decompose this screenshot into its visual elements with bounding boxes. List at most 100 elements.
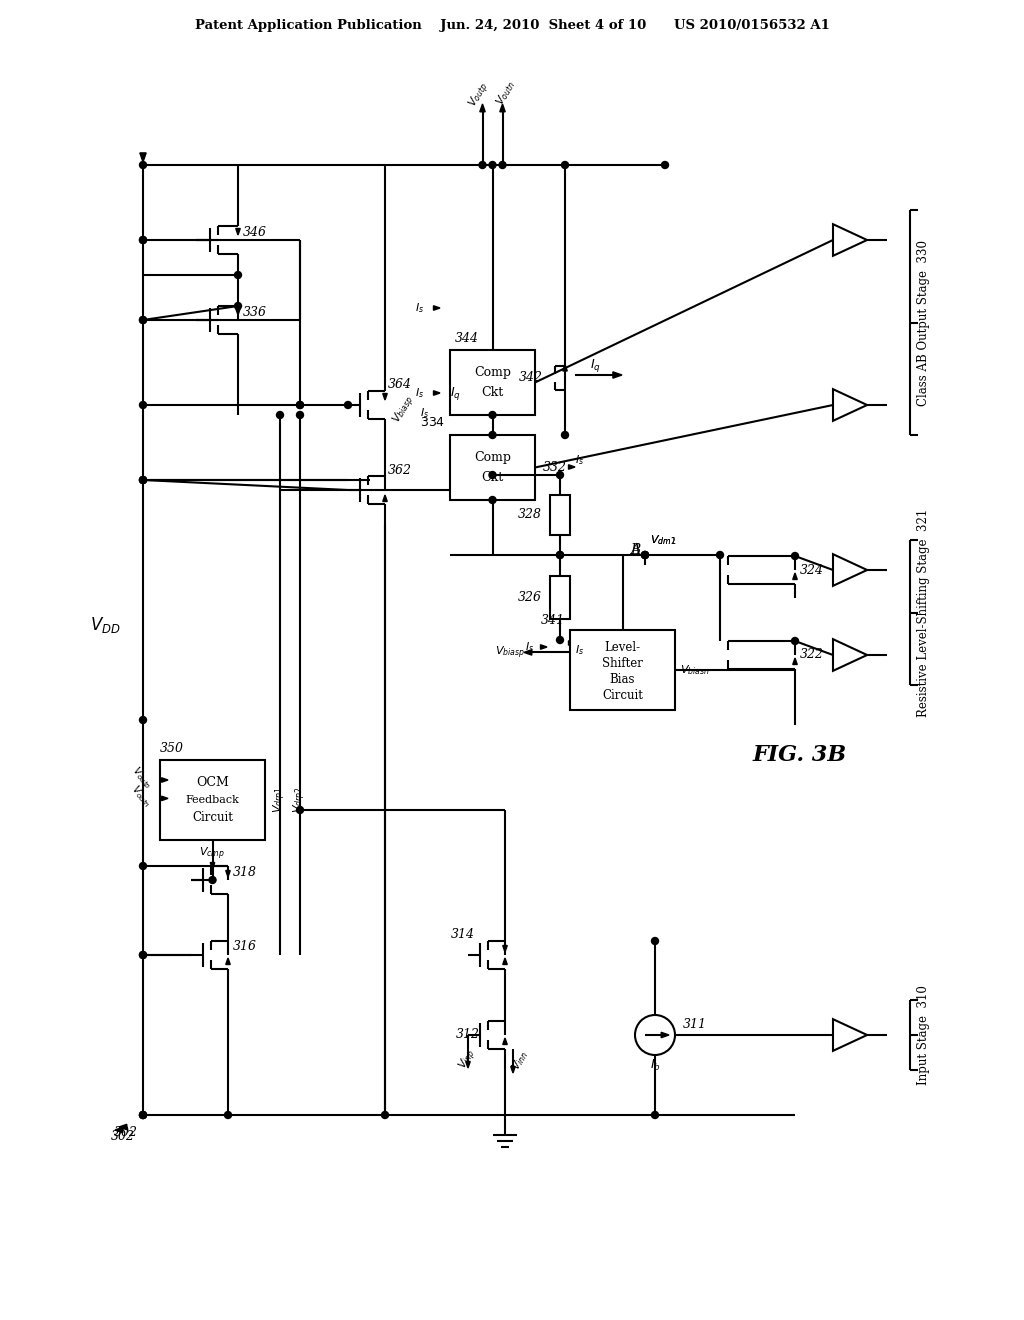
Text: $I_b$: $I_b$ — [649, 1057, 660, 1073]
Circle shape — [139, 161, 146, 169]
Polygon shape — [115, 1127, 123, 1133]
Text: 316: 316 — [233, 940, 257, 953]
Polygon shape — [503, 1038, 507, 1044]
Circle shape — [651, 1111, 658, 1118]
Polygon shape — [225, 958, 230, 965]
Text: 364: 364 — [388, 379, 412, 392]
Polygon shape — [568, 640, 575, 645]
Bar — [450, 436, 535, 500]
Polygon shape — [468, 391, 476, 396]
Text: OCM: OCM — [196, 776, 229, 789]
Text: Circuit: Circuit — [602, 689, 643, 702]
Polygon shape — [563, 364, 567, 371]
Circle shape — [139, 317, 146, 323]
Text: A: A — [630, 543, 640, 557]
Circle shape — [641, 552, 648, 558]
Text: $\!\mathit{334}$: $\!\mathit{334}$ — [421, 417, 445, 429]
Text: $I_s$: $I_s$ — [525, 640, 535, 653]
Circle shape — [139, 1111, 146, 1118]
Text: Comp: Comp — [474, 451, 511, 465]
Text: 311: 311 — [683, 1019, 707, 1031]
Circle shape — [489, 496, 496, 503]
Polygon shape — [236, 309, 241, 315]
Circle shape — [717, 552, 724, 558]
Circle shape — [651, 937, 658, 945]
Text: 350: 350 — [160, 742, 184, 755]
Polygon shape — [162, 777, 168, 783]
Polygon shape — [833, 1019, 867, 1051]
Text: 346: 346 — [243, 226, 267, 239]
Circle shape — [139, 236, 146, 243]
Polygon shape — [793, 573, 798, 579]
Text: Resistive Level-Shifting Stage  321: Resistive Level-Shifting Stage 321 — [918, 508, 931, 717]
Circle shape — [234, 272, 242, 279]
Polygon shape — [500, 104, 505, 112]
Circle shape — [139, 952, 146, 958]
Text: $V_{biasp}$: $V_{biasp}$ — [495, 644, 525, 660]
Text: Input Stage  310: Input Stage 310 — [918, 985, 931, 1085]
Text: Bias: Bias — [609, 673, 635, 686]
Text: Level-: Level- — [604, 642, 641, 655]
Circle shape — [139, 717, 146, 723]
Circle shape — [489, 412, 496, 418]
Text: $I_s$: $I_s$ — [575, 453, 585, 467]
Text: Patent Application Publication    Jun. 24, 2010  Sheet 4 of 10      US 2010/0156: Patent Application Publication Jun. 24, … — [195, 18, 829, 32]
Circle shape — [297, 807, 303, 813]
Circle shape — [139, 477, 146, 483]
Circle shape — [139, 477, 146, 483]
Polygon shape — [383, 393, 387, 400]
Circle shape — [382, 1111, 388, 1118]
Polygon shape — [119, 1125, 127, 1130]
Circle shape — [297, 401, 303, 408]
Text: $V_{outn}$: $V_{outn}$ — [128, 781, 155, 810]
Text: 322: 322 — [800, 648, 824, 661]
Text: Ckt: Ckt — [481, 385, 504, 399]
Text: $I_s$: $I_s$ — [416, 385, 425, 400]
Polygon shape — [383, 495, 387, 502]
Polygon shape — [613, 372, 622, 378]
Text: 302: 302 — [114, 1126, 138, 1139]
Text: 312: 312 — [456, 1028, 480, 1041]
Text: Feedback: Feedback — [185, 795, 240, 805]
Text: $V_{outp}$: $V_{outp}$ — [128, 763, 155, 792]
Polygon shape — [833, 554, 867, 586]
Circle shape — [556, 552, 563, 558]
Circle shape — [561, 432, 568, 438]
Polygon shape — [511, 1067, 515, 1073]
Bar — [550, 495, 570, 535]
Text: Shifter: Shifter — [602, 657, 643, 671]
Circle shape — [641, 552, 648, 558]
Text: $V_{outn}$: $V_{outn}$ — [493, 78, 518, 108]
Polygon shape — [480, 104, 485, 112]
Circle shape — [139, 236, 146, 243]
Text: Circuit: Circuit — [193, 810, 232, 824]
Text: $V_{inp}$: $V_{inp}$ — [456, 1047, 480, 1073]
Circle shape — [561, 161, 568, 169]
Polygon shape — [662, 1032, 669, 1038]
Text: $I_s$: $I_s$ — [416, 301, 425, 315]
Bar — [550, 577, 570, 619]
Text: Ckt: Ckt — [481, 471, 504, 483]
Text: 318: 318 — [233, 866, 257, 879]
Polygon shape — [833, 389, 867, 421]
Text: $I_q$: $I_q$ — [450, 384, 461, 401]
Polygon shape — [524, 649, 531, 655]
Text: $I_s$: $I_s$ — [421, 407, 430, 420]
Text: $I_s$: $I_s$ — [575, 643, 585, 657]
Circle shape — [139, 1111, 146, 1118]
Text: $V_{biasn}$: $V_{biasn}$ — [680, 663, 710, 677]
Polygon shape — [225, 870, 230, 876]
Text: $V_{biasp}$: $V_{biasp}$ — [390, 393, 419, 428]
Text: 328: 328 — [518, 508, 542, 521]
Circle shape — [234, 302, 242, 309]
Text: 341: 341 — [541, 614, 565, 627]
Circle shape — [139, 862, 146, 870]
Circle shape — [139, 477, 146, 483]
Text: 302: 302 — [111, 1130, 135, 1143]
Text: 362: 362 — [388, 463, 412, 477]
Circle shape — [556, 552, 563, 558]
Circle shape — [662, 161, 669, 169]
Circle shape — [276, 412, 284, 418]
Text: $V_{outp}$: $V_{outp}$ — [466, 79, 494, 111]
Text: $I_q$: $I_q$ — [590, 356, 600, 374]
